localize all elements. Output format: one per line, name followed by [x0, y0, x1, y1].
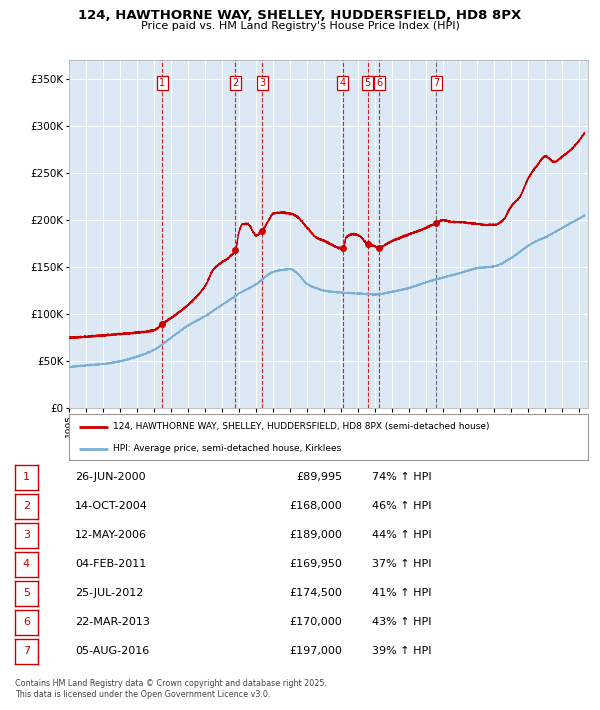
Text: 124, HAWTHORNE WAY, SHELLEY, HUDDERSFIELD, HD8 8PX (semi-detached house): 124, HAWTHORNE WAY, SHELLEY, HUDDERSFIEL… — [113, 422, 490, 432]
Text: 25-JUL-2012: 25-JUL-2012 — [75, 589, 143, 599]
Text: Contains HM Land Registry data © Crown copyright and database right 2025.: Contains HM Land Registry data © Crown c… — [15, 679, 327, 687]
Text: £169,950: £169,950 — [289, 559, 342, 569]
Text: 12-MAY-2006: 12-MAY-2006 — [75, 530, 147, 540]
Text: £174,500: £174,500 — [289, 589, 342, 599]
Text: £170,000: £170,000 — [289, 618, 342, 628]
Text: This data is licensed under the Open Government Licence v3.0.: This data is licensed under the Open Gov… — [15, 690, 271, 699]
Text: £197,000: £197,000 — [289, 647, 342, 657]
Text: 4: 4 — [340, 78, 346, 88]
Text: 44% ↑ HPI: 44% ↑ HPI — [372, 530, 431, 540]
Text: 1: 1 — [160, 78, 166, 88]
Text: 4: 4 — [23, 559, 30, 569]
Text: 26-JUN-2000: 26-JUN-2000 — [75, 472, 146, 482]
Text: 3: 3 — [23, 530, 30, 540]
Text: 2: 2 — [23, 501, 30, 511]
Text: 74% ↑ HPI: 74% ↑ HPI — [372, 472, 431, 482]
Text: £168,000: £168,000 — [289, 501, 342, 511]
Text: HPI: Average price, semi-detached house, Kirklees: HPI: Average price, semi-detached house,… — [113, 444, 341, 453]
Text: 7: 7 — [23, 647, 30, 657]
Text: 2: 2 — [232, 78, 239, 88]
Text: 05-AUG-2016: 05-AUG-2016 — [75, 647, 149, 657]
Text: 5: 5 — [365, 78, 371, 88]
Text: 04-FEB-2011: 04-FEB-2011 — [75, 559, 146, 569]
Text: 1: 1 — [23, 472, 30, 482]
Text: 41% ↑ HPI: 41% ↑ HPI — [372, 589, 431, 599]
Text: 5: 5 — [23, 589, 30, 599]
Text: 22-MAR-2013: 22-MAR-2013 — [75, 618, 150, 628]
Text: Price paid vs. HM Land Registry's House Price Index (HPI): Price paid vs. HM Land Registry's House … — [140, 21, 460, 31]
Text: 6: 6 — [23, 618, 30, 628]
Text: 39% ↑ HPI: 39% ↑ HPI — [372, 647, 431, 657]
Text: 7: 7 — [433, 78, 440, 88]
Text: 14-OCT-2004: 14-OCT-2004 — [75, 501, 148, 511]
Text: 46% ↑ HPI: 46% ↑ HPI — [372, 501, 431, 511]
Text: 37% ↑ HPI: 37% ↑ HPI — [372, 559, 431, 569]
Text: 124, HAWTHORNE WAY, SHELLEY, HUDDERSFIELD, HD8 8PX: 124, HAWTHORNE WAY, SHELLEY, HUDDERSFIEL… — [79, 9, 521, 21]
Text: £89,995: £89,995 — [296, 472, 342, 482]
Text: 3: 3 — [259, 78, 265, 88]
Text: £189,000: £189,000 — [289, 530, 342, 540]
Text: 6: 6 — [376, 78, 382, 88]
Text: 43% ↑ HPI: 43% ↑ HPI — [372, 618, 431, 628]
